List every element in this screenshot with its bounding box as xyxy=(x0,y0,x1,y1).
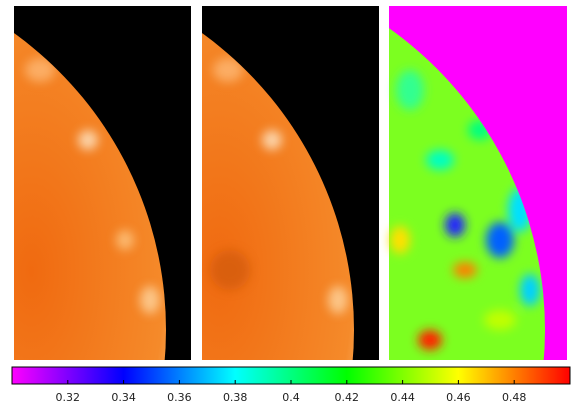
tick-label: 0.36 xyxy=(167,391,192,404)
tick-label: 0.4 xyxy=(282,391,300,404)
panel-ratio xyxy=(389,6,567,360)
panel-original xyxy=(14,6,191,360)
tick-label: 0.46 xyxy=(446,391,471,404)
tick-label: 0.38 xyxy=(223,391,248,404)
tick-label: 0.42 xyxy=(335,391,360,404)
tick-label: 0.48 xyxy=(502,391,527,404)
tick-label: 0.44 xyxy=(390,391,415,404)
tick-label: 0.34 xyxy=(111,391,136,404)
tick-label: 0.32 xyxy=(56,391,81,404)
panel-reconstructed xyxy=(202,6,379,360)
